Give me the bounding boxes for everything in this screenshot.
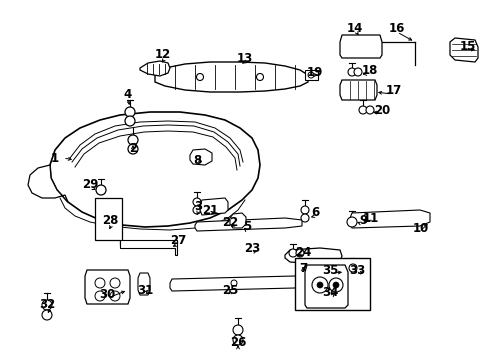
Circle shape [110,291,120,301]
Polygon shape [285,248,341,264]
Text: 23: 23 [244,242,260,255]
Polygon shape [349,210,429,228]
Text: 3: 3 [194,201,202,213]
Text: 32: 32 [39,298,55,311]
Circle shape [125,107,135,117]
Polygon shape [28,165,68,202]
Polygon shape [339,35,381,58]
Circle shape [365,106,373,114]
Circle shape [353,68,361,76]
Polygon shape [138,273,150,295]
Circle shape [128,135,138,145]
Circle shape [95,278,105,288]
Circle shape [232,325,243,335]
Text: 31: 31 [137,284,153,297]
Text: 4: 4 [123,89,132,102]
Circle shape [347,68,355,76]
Polygon shape [305,265,347,308]
Text: 16: 16 [388,22,405,35]
Polygon shape [170,276,296,291]
Circle shape [193,206,201,214]
Text: 30: 30 [99,288,115,302]
Circle shape [301,206,308,214]
Text: 1: 1 [51,152,59,165]
Text: 13: 13 [236,51,253,64]
Circle shape [230,280,237,286]
Polygon shape [200,198,227,215]
Circle shape [128,144,138,154]
Text: 35: 35 [321,264,338,276]
Circle shape [288,249,296,257]
Circle shape [256,73,263,81]
Text: 7: 7 [298,261,306,274]
Text: 27: 27 [169,234,186,247]
Text: 29: 29 [81,179,98,192]
Circle shape [237,221,243,227]
Circle shape [193,198,201,206]
Circle shape [358,106,366,114]
Circle shape [307,72,313,78]
Circle shape [95,291,105,301]
Text: 19: 19 [306,66,323,78]
Text: 2: 2 [129,141,137,154]
Text: 12: 12 [155,49,171,62]
Text: 8: 8 [192,153,201,166]
Text: 15: 15 [459,40,475,53]
Circle shape [110,278,120,288]
Text: 22: 22 [222,216,238,229]
Polygon shape [190,149,212,165]
Text: 6: 6 [310,207,319,220]
Polygon shape [305,70,317,80]
Polygon shape [50,112,260,227]
Polygon shape [339,80,376,100]
Circle shape [125,116,135,126]
Circle shape [346,217,356,227]
Circle shape [42,310,52,320]
Text: 18: 18 [361,63,377,77]
Text: 17: 17 [385,84,401,96]
Text: 14: 14 [346,22,363,35]
Circle shape [295,249,304,257]
Circle shape [232,335,243,345]
Polygon shape [140,61,170,76]
Text: 24: 24 [294,247,310,260]
Polygon shape [95,198,122,245]
Circle shape [96,185,106,195]
Text: 25: 25 [222,284,238,297]
Polygon shape [449,38,477,62]
Circle shape [42,300,52,310]
Circle shape [316,282,323,288]
Circle shape [348,264,356,272]
Polygon shape [120,240,177,255]
Polygon shape [195,218,302,231]
Text: 21: 21 [202,203,218,216]
Polygon shape [294,258,369,310]
Polygon shape [85,270,130,304]
Circle shape [332,282,338,288]
Text: 11: 11 [362,211,378,225]
Text: 28: 28 [102,213,118,226]
Polygon shape [155,62,307,92]
Circle shape [196,73,203,81]
Text: 34: 34 [321,287,338,300]
Circle shape [328,278,342,292]
Circle shape [311,277,327,293]
Text: 33: 33 [348,264,365,276]
Text: 9: 9 [358,213,366,226]
Text: 26: 26 [229,336,245,348]
Circle shape [301,214,308,222]
Text: 20: 20 [373,104,389,117]
Text: 5: 5 [243,220,251,233]
Polygon shape [229,213,245,228]
Text: 10: 10 [412,221,428,234]
